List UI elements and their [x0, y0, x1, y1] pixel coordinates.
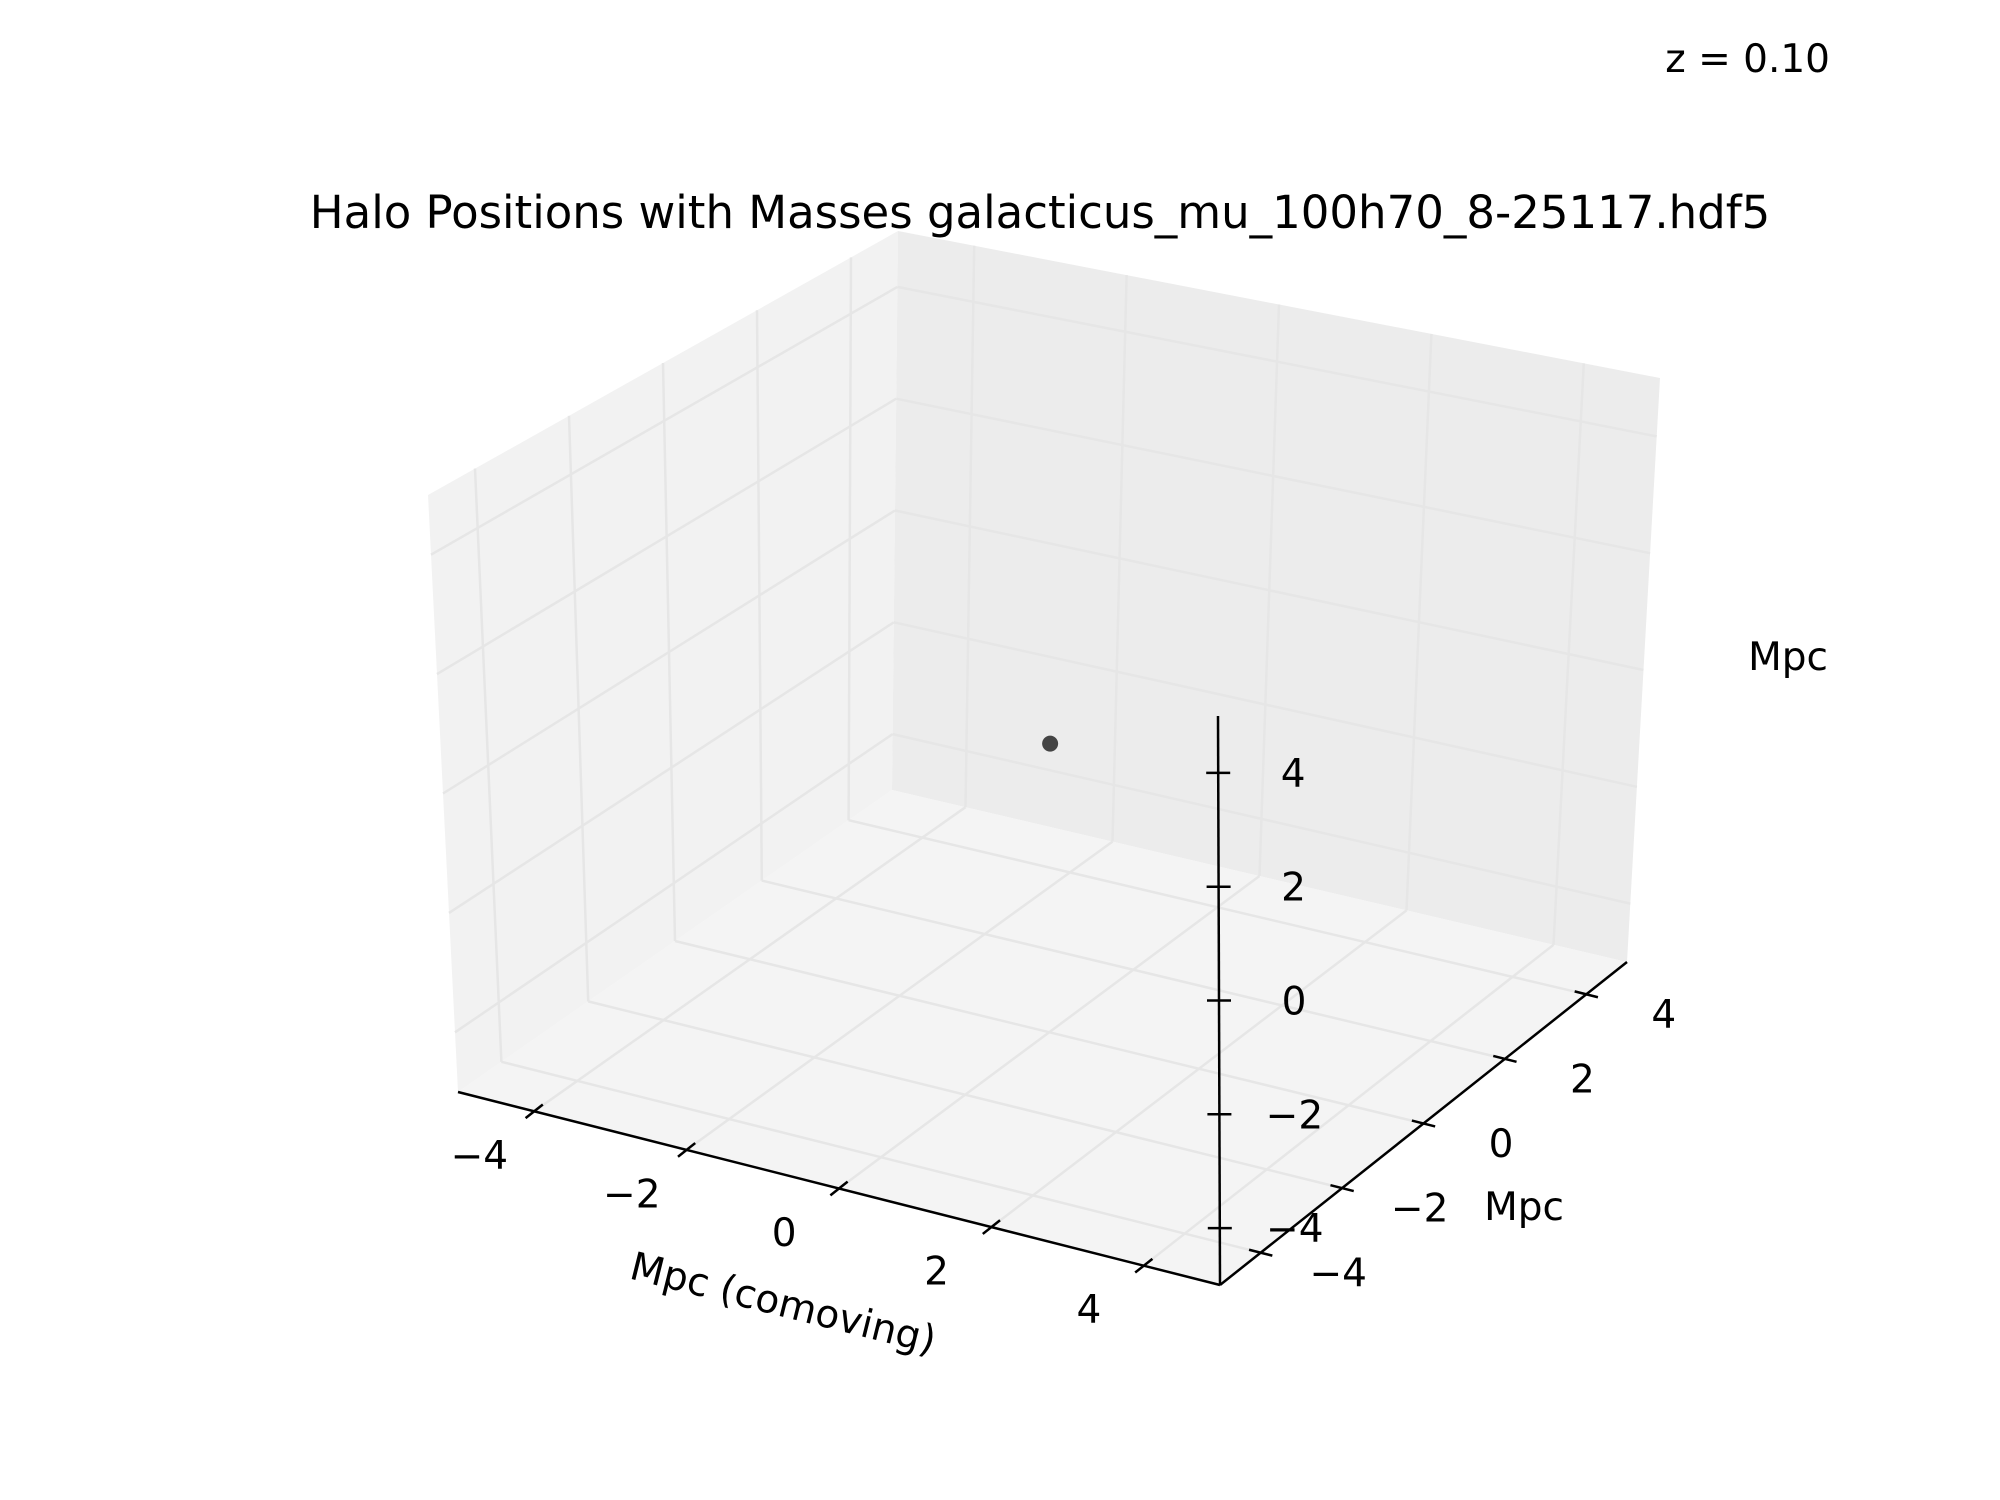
y-tick-label: 4 [1651, 993, 1676, 1038]
grid-back-z--2 [893, 621, 1638, 789]
chart-title: Halo Positions with Masses galacticus_mu… [310, 186, 1770, 239]
y-tick-label: 2 [1570, 1058, 1595, 1103]
grid-left-z-2 [436, 397, 897, 676]
y-tick-mark [1248, 1248, 1273, 1257]
redshift-annotation: z = 0.10 [1665, 37, 1830, 82]
y-tick-mark [1574, 990, 1599, 999]
x-axis-label: Mpc (comoving) [626, 1244, 941, 1363]
y-tick-mark [1411, 1119, 1436, 1128]
x-tick-mark [1134, 1257, 1154, 1274]
y-tick-label: −2 [1391, 1187, 1449, 1232]
x-tick-mark [982, 1219, 1001, 1235]
y-tick-label: −4 [1310, 1251, 1368, 1296]
grid-floor-y-0 [674, 939, 1424, 1125]
grid-floor-y--2 [587, 1000, 1343, 1190]
z-tick-label: 2 [1281, 866, 1306, 911]
x-tick-label: −2 [603, 1172, 661, 1217]
axis-ticks: −4 −2 0 2 4 −4 −2 0 2 4 −4 −2 0 2 4 [451, 752, 1677, 1333]
x-tick-mark [829, 1180, 849, 1197]
x-tick-mark [677, 1142, 696, 1158]
y-tick-label: 0 [1489, 1122, 1514, 1167]
x-tick-label: 0 [772, 1211, 797, 1256]
z-tick-label: 4 [1281, 752, 1306, 797]
y-tick-mark [1330, 1183, 1355, 1193]
data-points [1042, 735, 1059, 752]
y-axis-label: Mpc [1484, 1185, 1564, 1230]
z-tick-label: −2 [1266, 1093, 1324, 1138]
z-tick-label: −4 [1266, 1207, 1324, 1252]
halo-point [1042, 735, 1059, 752]
grid-floor-y--4 [501, 1060, 1262, 1254]
x-tick-label: 4 [1077, 1288, 1102, 1333]
grid-left-z-4 [430, 285, 899, 556]
grid-left-z--4 [454, 733, 894, 1034]
x-tick-mark [524, 1103, 544, 1120]
grid-lines [430, 245, 1657, 1267]
axis-panes [428, 231, 1660, 1285]
x-tick-label: 2 [924, 1250, 949, 1295]
grid-left-z-0 [442, 509, 896, 795]
y-tick-mark [1492, 1054, 1517, 1064]
grid-floor-y-2 [761, 879, 1506, 1061]
grid-back-z--4 [892, 732, 1631, 905]
z-tick-label: 0 [1282, 980, 1307, 1025]
z-axis-label: Mpc [1748, 635, 1828, 680]
left-pane [428, 231, 898, 1092]
x-tick-label: −4 [451, 1134, 509, 1179]
grid-left-z--2 [448, 621, 895, 914]
grid-back-z-0 [894, 509, 1644, 672]
grid-back-z-2 [895, 397, 1651, 555]
grid-back-z-4 [897, 285, 1657, 438]
